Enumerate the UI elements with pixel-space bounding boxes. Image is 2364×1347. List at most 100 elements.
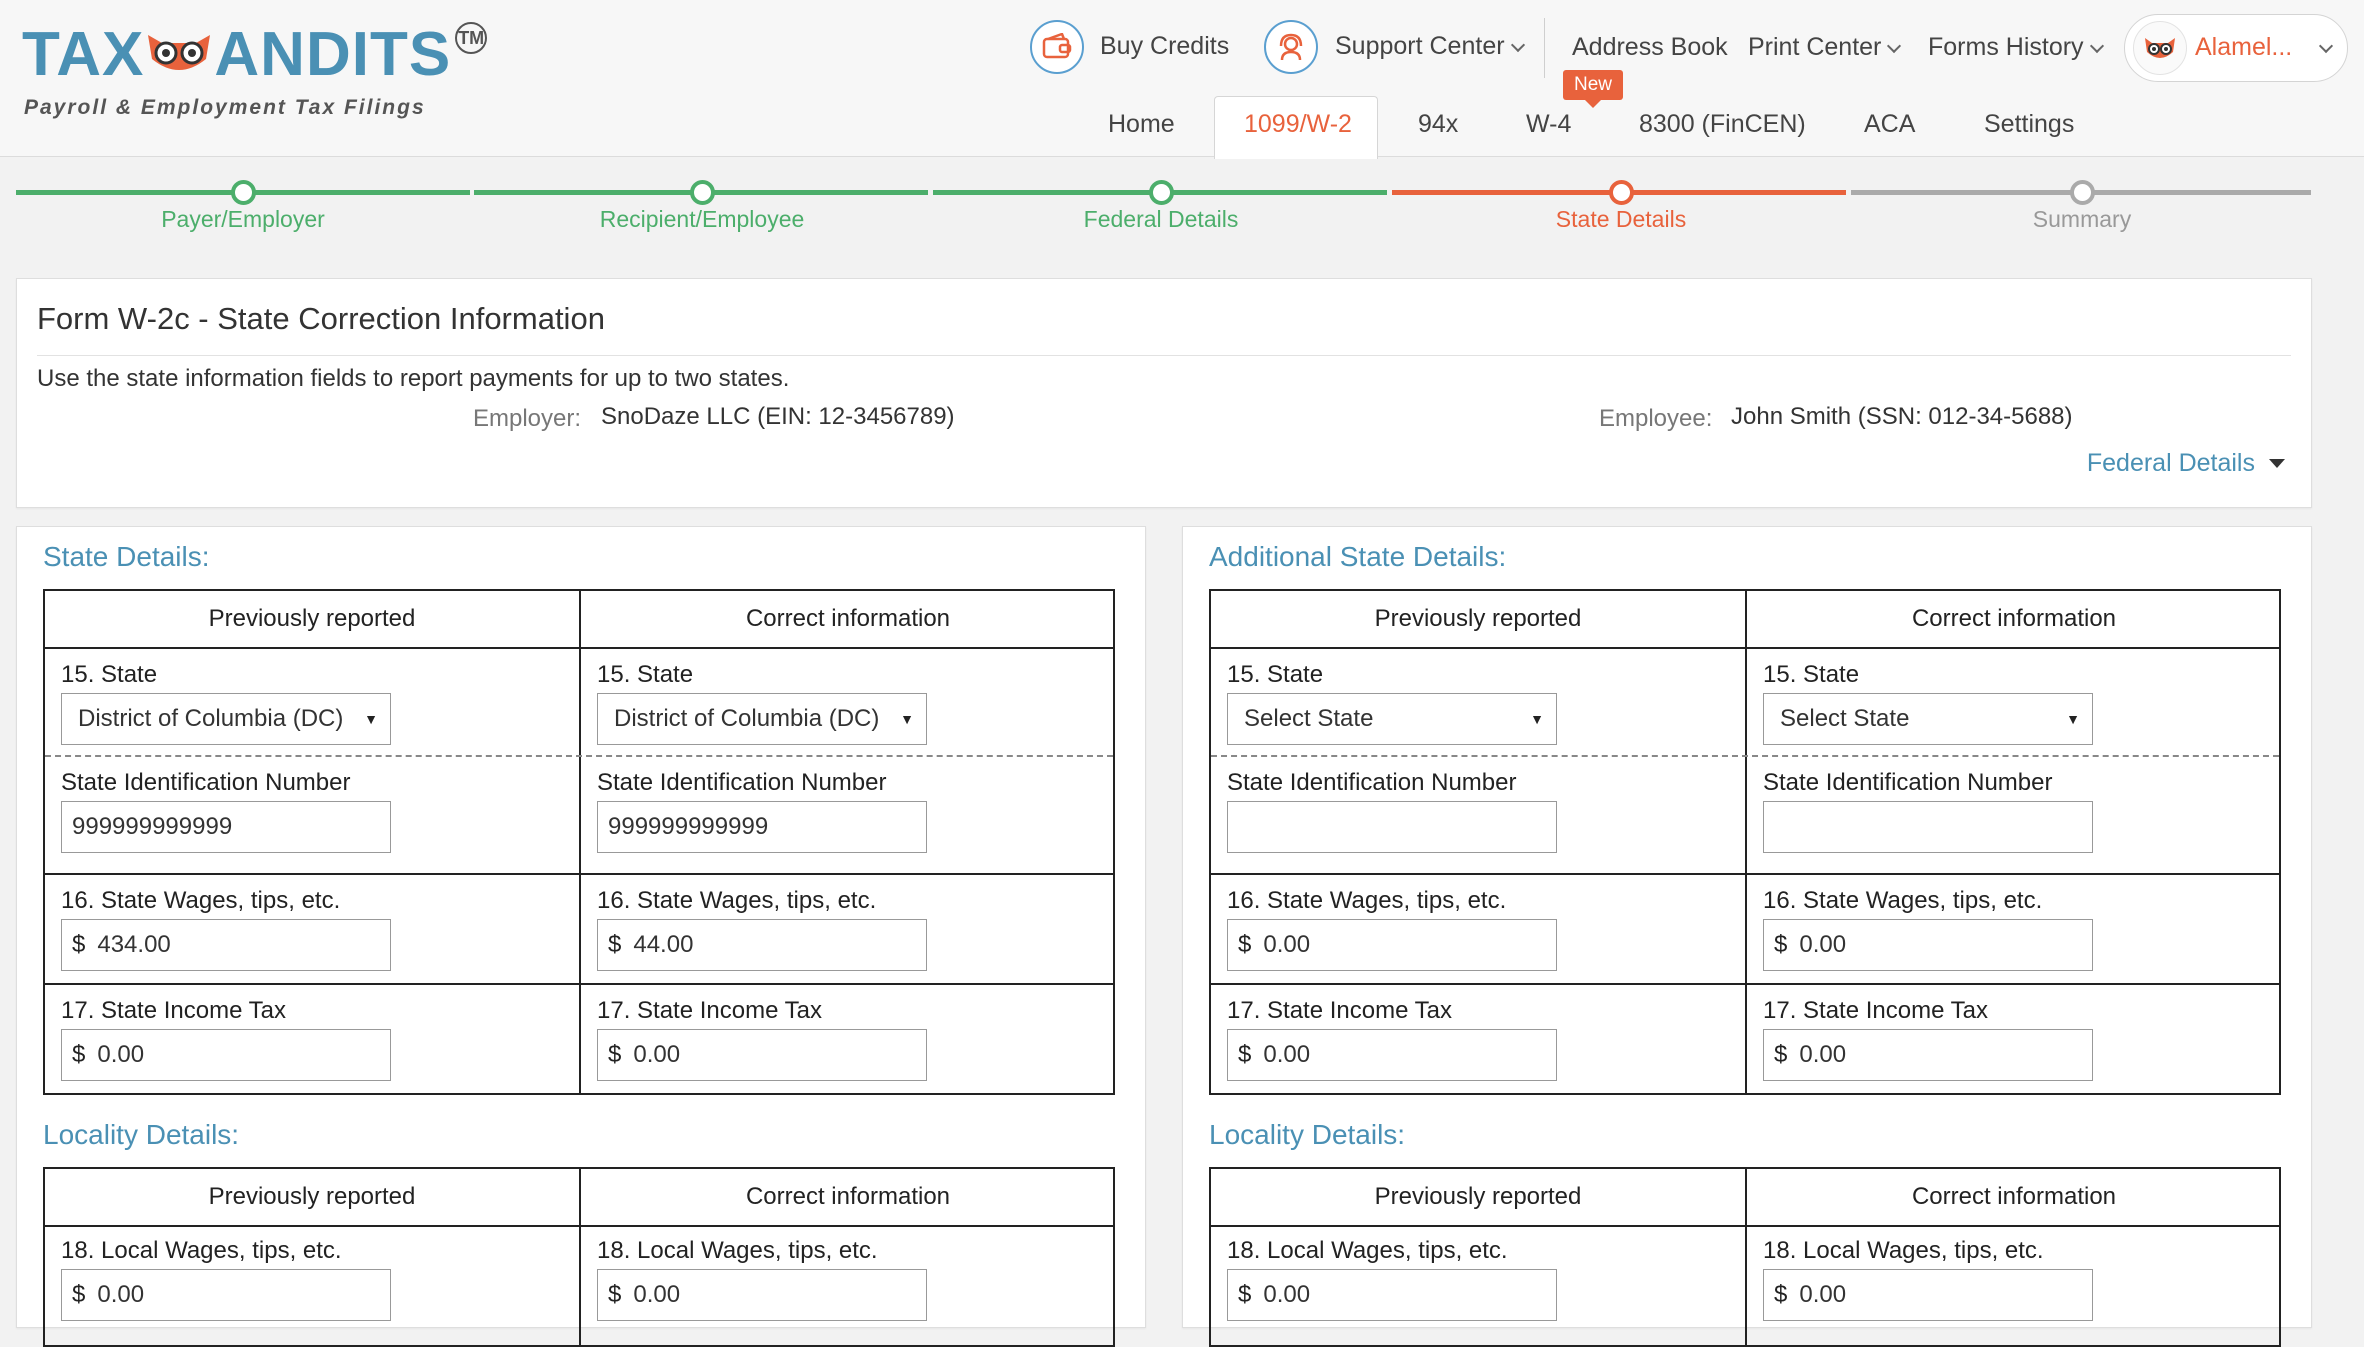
correct-local-wages-input[interactable]: $0.00 xyxy=(1763,1269,2093,1321)
step-dot[interactable] xyxy=(2070,180,2095,205)
employee-label: Employee: xyxy=(1599,405,1713,432)
sin-label-prev: State Identification Number xyxy=(61,769,351,796)
dollar-sign: $ xyxy=(608,1281,622,1308)
employer-label: Employer: xyxy=(473,405,582,432)
correct-state-wages-input[interactable]: $0.00 xyxy=(1763,919,2093,971)
prev-state-wages-value: 0.00 xyxy=(1263,931,1311,958)
state-tax-label-correct: 17. State Income Tax xyxy=(1763,997,1989,1024)
tab-home[interactable]: Home xyxy=(1108,110,1175,138)
row-divider xyxy=(45,647,1113,649)
step-summary[interactable]: Summary xyxy=(2032,206,2132,232)
previously-reported-header: Previously reported xyxy=(208,1183,416,1210)
correct-state-tax-input[interactable]: $0.00 xyxy=(1763,1029,2093,1081)
print-center-menu[interactable]: Print Center xyxy=(1748,33,1902,62)
prev-state-wages-input[interactable]: $0.00 xyxy=(1227,919,1557,971)
tab-aca[interactable]: ACA xyxy=(1864,110,1916,138)
tab-settings[interactable]: Settings xyxy=(1984,110,2075,138)
state-wages-label-correct: 16. State Wages, tips, etc. xyxy=(597,887,877,914)
row-divider xyxy=(45,1225,1113,1227)
step-recipient-employee[interactable]: Recipient/Employee xyxy=(599,206,805,232)
state-wages-label-prev: 16. State Wages, tips, etc. xyxy=(61,887,341,914)
locality-details-title: Locality Details: xyxy=(1209,1119,1406,1150)
federal-details-label: Federal Details xyxy=(2086,449,2255,477)
page-title: Form W-2c - State Correction Information xyxy=(37,301,605,336)
header-divider xyxy=(1544,18,1545,78)
step-state-details[interactable]: State Details xyxy=(1555,206,1687,232)
tab-8300-fincen[interactable]: 8300 (FinCEN) xyxy=(1639,110,1806,138)
correct-state-tax-input[interactable]: $0.00 xyxy=(597,1029,927,1081)
user-menu[interactable]: Alamel... xyxy=(2124,14,2348,82)
buy-credits-link[interactable]: Buy Credits xyxy=(1100,32,1230,60)
correct-information-header: Correct information xyxy=(1911,1183,2117,1210)
tab-w4[interactable]: W-4 xyxy=(1526,110,1572,138)
prev-local-wages-input[interactable]: $0.00 xyxy=(1227,1269,1557,1321)
step-dot[interactable] xyxy=(231,180,256,205)
print-center-label: Print Center xyxy=(1748,33,1882,61)
local-wages-label-prev: 18. Local Wages, tips, etc. xyxy=(61,1237,342,1264)
state-wages-label-correct: 16. State Wages, tips, etc. xyxy=(1763,887,2043,914)
step-federal-details[interactable]: Federal Details xyxy=(1083,206,1239,232)
title-divider xyxy=(37,355,2291,356)
forms-history-menu[interactable]: Forms History xyxy=(1928,33,2104,62)
state-tax-label-prev: 17. State Income Tax xyxy=(61,997,287,1024)
prev-state-id-input[interactable] xyxy=(1227,801,1557,853)
previously-reported-header: Previously reported xyxy=(1374,605,1582,632)
dollar-sign: $ xyxy=(1238,1041,1252,1068)
prev-state-tax-value: 0.00 xyxy=(1263,1041,1311,1068)
step-payer-employer[interactable]: Payer/Employer xyxy=(161,206,325,232)
wallet-icon[interactable] xyxy=(1030,20,1084,74)
app-header: TAX ANDITS TM Payroll & Employment Tax Fil… xyxy=(0,0,2364,159)
logo-text-tax: TAX xyxy=(22,20,145,89)
sin-label-prev: State Identification Number xyxy=(1227,769,1517,796)
user-name: Alamel... xyxy=(2195,33,2293,61)
support-agent-icon[interactable] xyxy=(1264,20,1318,74)
prev-state-wages-value: 434.00 xyxy=(97,931,171,958)
dollar-sign: $ xyxy=(608,931,622,958)
new-badge: New xyxy=(1563,70,1623,108)
address-book-link[interactable]: Address Book xyxy=(1572,33,1728,61)
prev-state-select[interactable]: District of Columbia (DC) xyxy=(61,693,391,745)
step-dot[interactable] xyxy=(690,180,715,205)
dollar-sign: $ xyxy=(72,1281,86,1308)
dollar-sign: $ xyxy=(72,931,86,958)
step-dot[interactable] xyxy=(1609,180,1634,205)
state-details-table: Previously reported Correct information … xyxy=(43,589,1115,1095)
local-wages-label-correct: 18. Local Wages, tips, etc. xyxy=(1763,1237,2044,1264)
correct-state-wages-value: 0.00 xyxy=(1799,931,1847,958)
correct-local-wages-input[interactable]: $0.00 xyxy=(597,1269,927,1321)
dollar-sign: $ xyxy=(1238,931,1252,958)
trademark-mark: TM xyxy=(455,22,488,54)
dollar-sign: $ xyxy=(1774,931,1788,958)
employee-value: John Smith (SSN: 012-34-5688) xyxy=(1731,403,2073,430)
correct-state-wages-input[interactable]: $44.00 xyxy=(597,919,927,971)
row-divider xyxy=(45,873,1113,875)
correct-state-wages-value: 44.00 xyxy=(633,931,694,958)
prev-local-wages-value: 0.00 xyxy=(1263,1281,1311,1308)
prev-local-wages-input[interactable]: $0.00 xyxy=(61,1269,391,1321)
correct-state-id-input[interactable]: 999999999999 xyxy=(597,801,927,853)
prev-state-tax-input[interactable]: $0.00 xyxy=(61,1029,391,1081)
intro-text: Use the state information fields to repo… xyxy=(37,365,790,392)
state-label-correct: 15. State xyxy=(597,661,694,688)
prev-state-wages-input[interactable]: $434.00 xyxy=(61,919,391,971)
taxbandits-logo[interactable]: TAX ANDITS TM Payroll & Employment Tax Fil… xyxy=(22,20,488,120)
locality-details-title: Locality Details: xyxy=(43,1119,240,1150)
tab-1099-w2[interactable]: 1099/W-2 xyxy=(1244,110,1352,138)
avatar xyxy=(2133,21,2187,75)
correct-state-select[interactable]: District of Columbia (DC) xyxy=(597,693,927,745)
tab-94x[interactable]: 94x xyxy=(1418,110,1459,138)
sin-label-correct: State Identification Number xyxy=(1763,769,2053,796)
state-details-title: State Details: xyxy=(43,541,210,572)
prev-state-select[interactable]: Select State xyxy=(1227,693,1557,745)
additional-state-details-table: Previously reported Correct information … xyxy=(1209,589,2281,1095)
correct-state-id-input[interactable] xyxy=(1763,801,2093,853)
step-dot[interactable] xyxy=(1149,180,1174,205)
prev-state-tax-input[interactable]: $0.00 xyxy=(1227,1029,1557,1081)
row-dashed-divider xyxy=(1211,755,2279,757)
state-label-correct: 15. State xyxy=(1763,661,1860,688)
prev-state-id-input[interactable]: 999999999999 xyxy=(61,801,391,853)
support-center-menu[interactable]: Support Center xyxy=(1335,32,1525,61)
correct-state-select[interactable]: Select State xyxy=(1763,693,2093,745)
federal-details-toggle[interactable]: Federal Details xyxy=(2087,449,2285,478)
correct-state-tax-value: 0.00 xyxy=(1799,1041,1847,1068)
